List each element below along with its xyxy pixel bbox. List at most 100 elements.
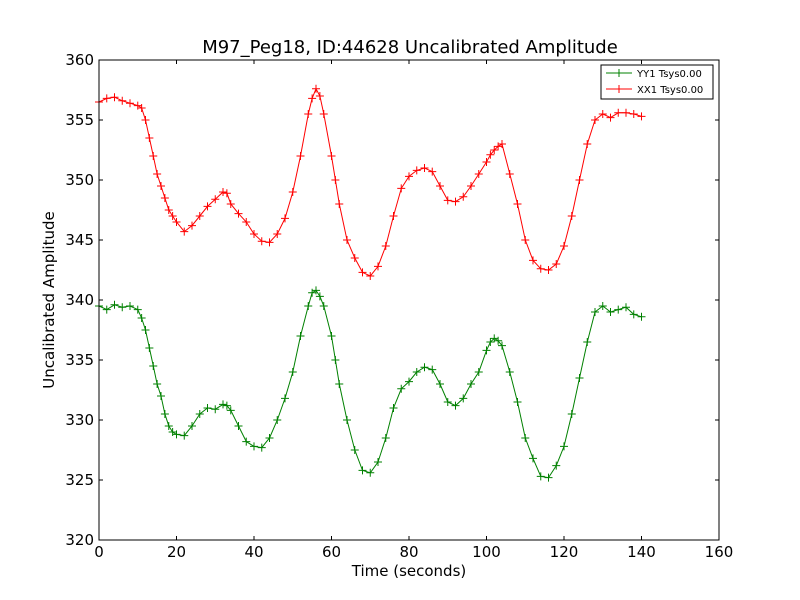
y-tick-label: 360 bbox=[65, 51, 94, 69]
data-point-marker bbox=[149, 152, 158, 160]
data-point-marker bbox=[552, 461, 561, 470]
data-point-marker bbox=[598, 110, 607, 118]
data-point-marker bbox=[366, 272, 375, 280]
data-point-marker bbox=[486, 338, 495, 346]
data-point-marker bbox=[552, 260, 561, 268]
y-tick-label: 335 bbox=[65, 351, 94, 369]
data-point-marker bbox=[257, 237, 266, 246]
data-point-marker bbox=[195, 410, 204, 418]
data-point-marker bbox=[358, 466, 367, 475]
data-point-marker bbox=[513, 200, 522, 208]
data-point-marker bbox=[137, 314, 146, 322]
data-point-marker bbox=[203, 404, 212, 412]
data-point-marker bbox=[288, 188, 297, 196]
data-point-marker bbox=[180, 431, 189, 440]
data-point-marker bbox=[188, 221, 196, 230]
data-point-marker bbox=[281, 214, 289, 223]
data-point-marker bbox=[521, 434, 530, 442]
data-point-marker bbox=[242, 218, 251, 226]
data-point-marker bbox=[257, 443, 266, 452]
data-point-marker bbox=[219, 188, 227, 196]
data-point-marker bbox=[420, 164, 429, 172]
data-point-marker bbox=[203, 202, 212, 211]
data-point-marker bbox=[614, 305, 623, 314]
x-tick-label: 0 bbox=[94, 543, 104, 561]
data-point-marker bbox=[629, 310, 638, 319]
data-point-marker bbox=[412, 368, 421, 376]
data-point-marker bbox=[211, 405, 220, 414]
data-point-marker bbox=[622, 108, 630, 117]
data-point-marker bbox=[304, 302, 313, 310]
data-point-marker bbox=[583, 338, 592, 346]
data-point-marker bbox=[459, 394, 468, 403]
data-point-marker bbox=[498, 140, 506, 148]
data-point-marker bbox=[219, 400, 227, 409]
data-point-marker bbox=[606, 308, 615, 316]
series-layer bbox=[95, 84, 646, 482]
data-point-marker bbox=[482, 346, 491, 355]
x-tick-label: 140 bbox=[627, 543, 656, 561]
data-point-marker bbox=[622, 303, 630, 312]
data-point-marker bbox=[412, 166, 421, 175]
data-point-marker bbox=[250, 230, 258, 238]
data-point-marker bbox=[637, 312, 646, 321]
data-point-marker bbox=[544, 473, 553, 482]
data-point-marker bbox=[242, 437, 251, 446]
y-tick-label: 320 bbox=[65, 531, 94, 549]
data-point-marker bbox=[153, 380, 162, 388]
data-point-marker bbox=[443, 398, 452, 406]
data-point-marker bbox=[575, 176, 584, 184]
legend-items: YY1 Tsys0.00 XX1 Tsys0.00 bbox=[606, 69, 703, 96]
chart-title: M97_Peg18, ID:44628 Uncalibrated Amplitu… bbox=[202, 37, 618, 58]
data-point-marker bbox=[567, 212, 576, 220]
legend: YY1 Tsys0.00 XX1 Tsys0.00 bbox=[600, 64, 714, 100]
data-point-marker bbox=[350, 446, 359, 454]
data-point-marker bbox=[451, 401, 460, 410]
data-point-marker bbox=[172, 430, 181, 439]
data-point-marker bbox=[436, 380, 444, 388]
data-point-marker bbox=[366, 468, 375, 477]
data-point-marker bbox=[358, 268, 367, 277]
data-point-marker bbox=[606, 113, 615, 122]
y-tick-label: 325 bbox=[65, 471, 94, 489]
data-point-marker bbox=[420, 363, 429, 372]
legend-swatch-marker bbox=[615, 85, 623, 93]
data-point-marker bbox=[467, 182, 475, 190]
data-point-marker bbox=[374, 262, 382, 271]
axis-ticks: 0 20 40 60 80 100 120 140 160 320 325 330 335 340 345 3… bbox=[65, 51, 733, 561]
data-point-marker bbox=[381, 434, 390, 442]
data-point-marker bbox=[381, 242, 390, 250]
data-point-marker bbox=[319, 302, 328, 310]
data-point-marker bbox=[544, 266, 553, 274]
data-point-marker bbox=[149, 362, 158, 370]
data-point-marker bbox=[591, 116, 599, 124]
data-point-marker bbox=[397, 184, 406, 193]
legend-box bbox=[600, 64, 714, 100]
data-point-marker bbox=[436, 182, 444, 190]
data-point-marker bbox=[296, 152, 305, 160]
data-point-marker bbox=[222, 401, 231, 410]
data-point-marker bbox=[459, 192, 468, 201]
data-point-marker bbox=[137, 104, 146, 112]
data-point-marker bbox=[188, 422, 196, 430]
data-point-marker bbox=[529, 454, 537, 463]
data-point-marker bbox=[133, 305, 142, 314]
data-point-marker bbox=[315, 92, 324, 100]
data-point-marker bbox=[273, 416, 282, 424]
series-1 bbox=[95, 84, 646, 280]
x-axis-title: Time (seconds) bbox=[351, 562, 467, 580]
data-point-marker bbox=[629, 110, 638, 118]
data-point-marker bbox=[494, 336, 503, 345]
data-point-marker bbox=[281, 394, 289, 403]
data-point-marker bbox=[250, 442, 258, 451]
data-point-marker bbox=[234, 422, 243, 430]
data-point-marker bbox=[614, 108, 623, 117]
data-point-marker bbox=[157, 392, 165, 400]
data-point-marker bbox=[296, 332, 305, 340]
data-point-marker bbox=[521, 236, 530, 244]
data-point-marker bbox=[226, 200, 235, 208]
data-point-marker bbox=[160, 194, 169, 202]
data-point-marker bbox=[315, 292, 324, 301]
data-point-marker bbox=[335, 380, 344, 388]
data-point-marker bbox=[160, 410, 169, 418]
